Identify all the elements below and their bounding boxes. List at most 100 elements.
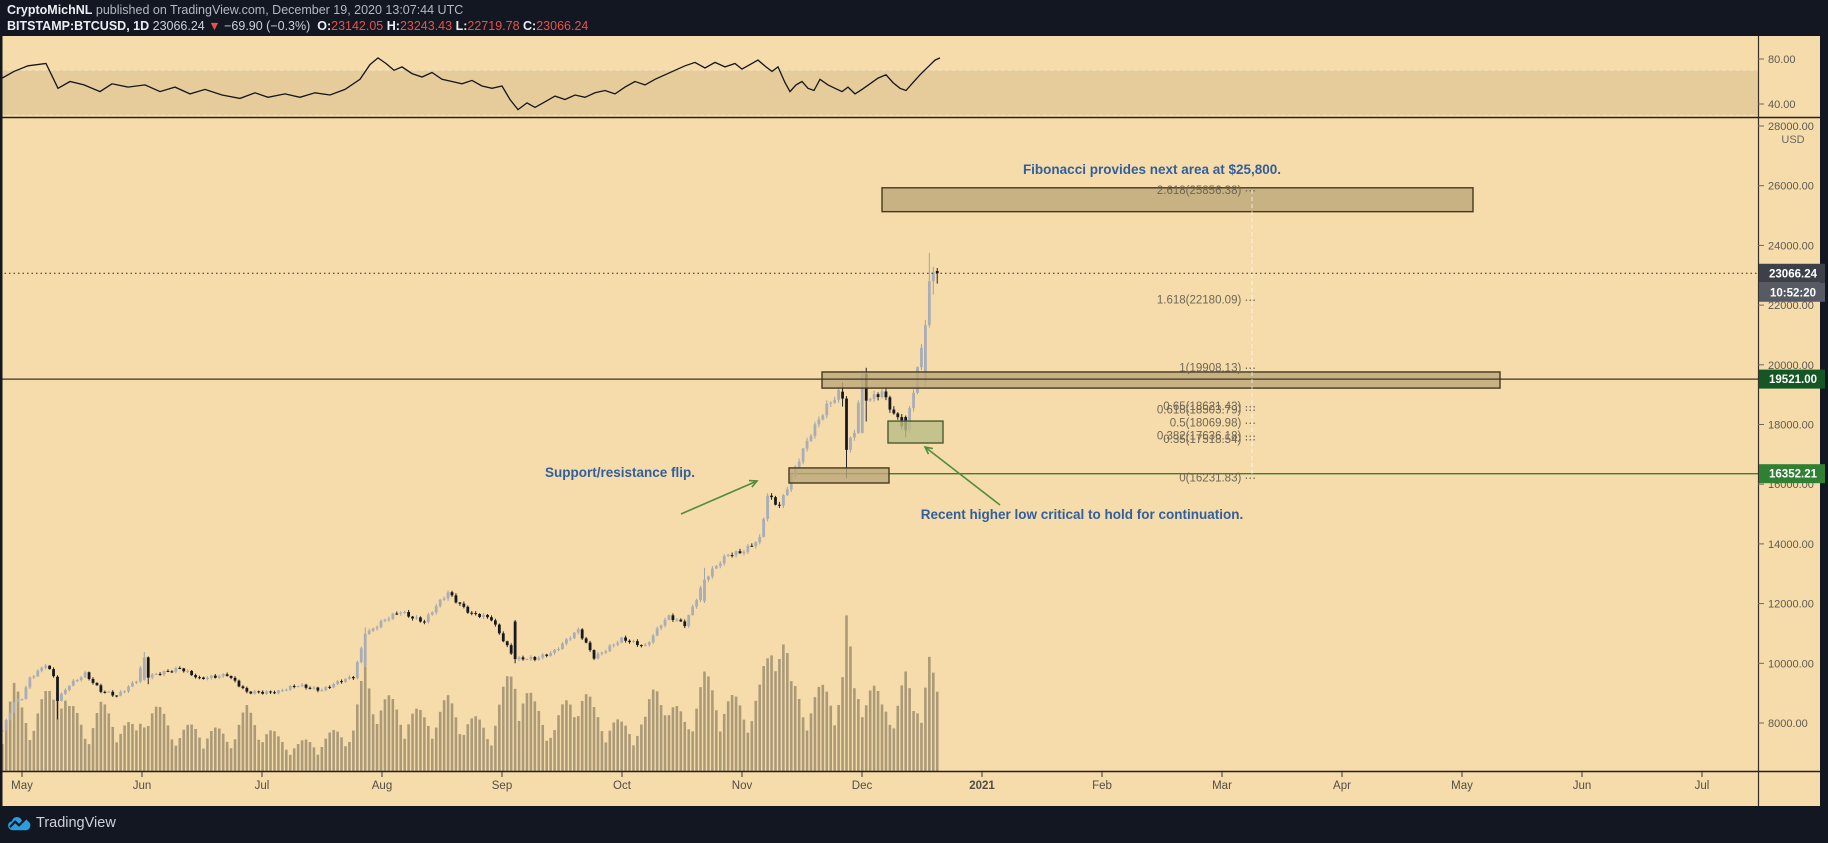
- candle: [280, 690, 284, 692]
- candle: [924, 325, 927, 382]
- volume-bar: [833, 725, 836, 771]
- volume-bar: [48, 691, 51, 771]
- candle: [359, 648, 363, 663]
- volume-bar: [300, 740, 304, 771]
- candle: [714, 565, 718, 569]
- candle: [131, 682, 134, 687]
- fib-level-label[interactable]: 0(16231.83) ⋯: [1179, 472, 1256, 484]
- support-flip-box[interactable]: [788, 467, 890, 484]
- volume-bar: [659, 705, 663, 771]
- month-label[interactable]: Sep: [492, 780, 512, 792]
- month-label[interactable]: Jul: [1695, 780, 1710, 792]
- candle: [371, 628, 375, 631]
- fib-level-label[interactable]: 2.618(25856.38) ⋯: [1157, 185, 1256, 197]
- candle: [707, 576, 710, 580]
- candle: [565, 639, 568, 644]
- volume-bar: [95, 713, 99, 771]
- symbol-interval[interactable]: BITSTAMP:BTCUSD, 1D: [7, 19, 150, 33]
- volume-bar: [868, 690, 872, 771]
- publish-line: CryptoMichNL published on TradingView.co…: [7, 3, 463, 17]
- candle: [513, 621, 517, 660]
- candle: [288, 685, 292, 690]
- candle: [284, 689, 288, 691]
- volume-bar: [71, 706, 75, 771]
- volume-bar: [604, 742, 608, 771]
- candle: [616, 642, 620, 645]
- volume-bar: [32, 730, 36, 771]
- candle: [620, 637, 624, 643]
- volume-bar: [56, 693, 59, 771]
- month-label[interactable]: Feb: [1092, 780, 1112, 792]
- volume-bar: [285, 749, 288, 771]
- volume-bar: [288, 754, 292, 771]
- candle: [344, 678, 347, 682]
- higher-low-box[interactable]: [887, 420, 944, 444]
- month-label[interactable]: Mar: [1212, 780, 1232, 792]
- annotation-sr-flip[interactable]: Support/resistance flip.: [545, 465, 695, 480]
- volume-bar: [182, 729, 186, 771]
- axis-currency-label: USD: [1781, 134, 1804, 146]
- candle: [99, 685, 103, 692]
- candle: [643, 644, 647, 646]
- candle: [107, 691, 111, 693]
- fib-level-label[interactable]: 1(19908.13) ⋯: [1179, 363, 1256, 375]
- candle: [888, 397, 892, 410]
- candle: [430, 612, 434, 615]
- fib-level-label[interactable]: 0.5(18069.98) ⋯: [1170, 417, 1256, 429]
- volume-bar: [644, 716, 647, 771]
- volume-bar: [750, 721, 754, 771]
- candle: [202, 677, 205, 679]
- month-label[interactable]: Nov: [732, 780, 753, 792]
- fib-target-box[interactable]: [881, 187, 1474, 213]
- tradingview-logo-icon[interactable]: [7, 814, 31, 838]
- volume-bar: [805, 730, 809, 771]
- volume-bar: [210, 730, 213, 771]
- volume-bar: [549, 737, 552, 771]
- annotation-higher-low[interactable]: Recent higher low critical to hold for c…: [921, 507, 1244, 522]
- tradingview-brand-text[interactable]: TradingView: [36, 815, 116, 831]
- annotation-fib-target[interactable]: Fibonacci provides next area at $25,800.: [1023, 162, 1281, 177]
- fib-level-label[interactable]: 0.382(17636.18) ⋯: [1157, 430, 1256, 442]
- volume-bar: [904, 671, 907, 771]
- volume-bar: [36, 713, 40, 771]
- fib-level-label[interactable]: 0.65(18621.43) ⋯: [1163, 401, 1256, 413]
- volume-bar: [198, 737, 201, 771]
- month-label[interactable]: May: [1451, 780, 1473, 792]
- month-label[interactable]: Jun: [1573, 780, 1592, 792]
- volume-bar: [537, 710, 541, 771]
- month-label[interactable]: Apr: [1333, 780, 1351, 792]
- fib-level-label[interactable]: 0.35(17518.54) ⋯: [1163, 434, 1256, 446]
- month-label[interactable]: May: [11, 780, 33, 792]
- drawing-arrow[interactable]: [680, 480, 758, 515]
- volume-bar: [379, 710, 383, 771]
- candle: [596, 653, 600, 659]
- drawing-arrow[interactable]: [924, 446, 1001, 506]
- candle: [253, 691, 257, 694]
- month-label[interactable]: Aug: [372, 780, 392, 792]
- candle: [805, 440, 809, 449]
- volume-bar: [490, 745, 493, 771]
- month-label[interactable]: Oct: [613, 780, 632, 792]
- volume-bar: [430, 738, 434, 771]
- fib-level-label[interactable]: 1.618(22180.09) ⋯: [1157, 295, 1256, 307]
- candle: [308, 687, 312, 689]
- candle: [206, 677, 209, 679]
- month-label[interactable]: Dec: [852, 780, 873, 792]
- month-label[interactable]: Jun: [133, 780, 152, 792]
- candle: [182, 668, 186, 672]
- candle: [718, 563, 722, 566]
- price-tick-label: 18000.00: [1768, 420, 1814, 432]
- resistance-box[interactable]: [821, 371, 1501, 389]
- month-label[interactable]: 2021: [969, 780, 995, 792]
- candle: [647, 642, 651, 645]
- candle: [699, 587, 702, 601]
- price-tick-label: 28000.00: [1768, 121, 1814, 133]
- month-label[interactable]: Jul: [255, 780, 270, 792]
- candle: [868, 398, 872, 401]
- candle: [561, 643, 564, 650]
- volume-bar: [411, 713, 414, 771]
- volume-bar: [269, 730, 272, 771]
- fib-level-label[interactable]: 0.618(18503.79) ⋯: [1157, 404, 1256, 416]
